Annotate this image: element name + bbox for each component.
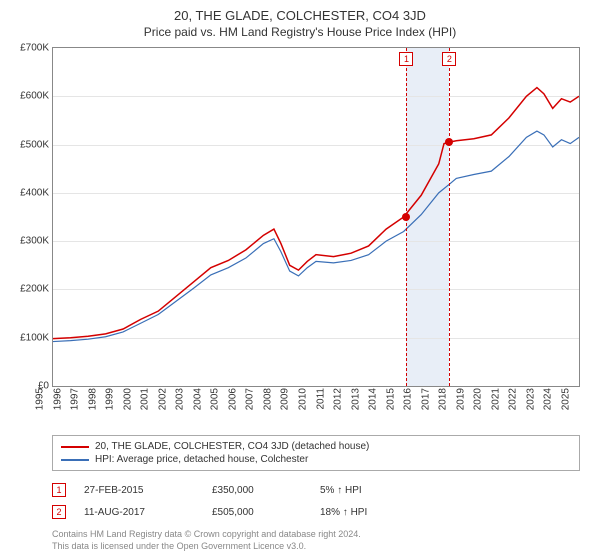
x-tick-label: 1998 [87,388,98,410]
plot-area: £0£100K£200K£300K£400K£500K£600K£700K 12 [52,47,580,387]
chart-container: 20, THE GLADE, COLCHESTER, CO4 3JD Price… [0,0,600,560]
sale-diff: 5% ↑ HPI [320,485,420,496]
attribution: Contains HM Land Registry data © Crown c… [52,529,580,552]
x-tick-label: 2024 [543,388,554,410]
x-tick-label: 2022 [508,388,519,410]
y-tick-label: £700K [20,43,49,54]
attribution-line: Contains HM Land Registry data © Crown c… [52,529,580,541]
sale-events: 1 27-FEB-2015 £350,000 5% ↑ HPI 2 11-AUG… [52,479,580,523]
series-hpi [53,131,579,342]
marker-badge: 1 [399,52,413,66]
legend: 20, THE GLADE, COLCHESTER, CO4 3JD (deta… [52,435,580,471]
shade-band [406,48,449,386]
legend-label: HPI: Average price, detached house, Colc… [95,454,308,465]
x-tick-label: 2012 [333,388,344,410]
sale-date: 27-FEB-2015 [84,485,194,496]
y-tick-label: £200K [20,284,49,295]
sale-date: 11-AUG-2017 [84,507,194,518]
sale-marker-badge: 1 [52,483,66,497]
attribution-line: This data is licensed under the Open Gov… [52,541,580,553]
x-tick-label: 2002 [157,388,168,410]
y-tick-label: £500K [20,139,49,150]
x-tick-label: 2005 [210,388,221,410]
x-tick-label: 2021 [490,388,501,410]
y-tick-label: £400K [20,187,49,198]
legend-label: 20, THE GLADE, COLCHESTER, CO4 3JD (deta… [95,441,369,452]
x-tick-label: 2016 [403,388,414,410]
x-tick-label: 1995 [35,388,46,410]
x-tick-label: 2019 [455,388,466,410]
sale-price: £350,000 [212,485,302,496]
y-tick-label: £600K [20,91,49,102]
x-tick-label: 2020 [473,388,484,410]
x-tick-label: 2003 [175,388,186,410]
chart-subtitle: Price paid vs. HM Land Registry's House … [12,25,588,39]
x-tick-label: 1997 [70,388,81,410]
x-tick-label: 1999 [105,388,116,410]
x-tick-label: 2018 [438,388,449,410]
sale-price: £505,000 [212,507,302,518]
x-tick-label: 2008 [262,388,273,410]
sale-marker-badge: 2 [52,505,66,519]
series-price_paid [53,88,579,339]
marker-vline [449,48,450,386]
y-tick-label: £100K [20,332,49,343]
x-tick-label: 2000 [122,388,133,410]
legend-swatch [61,446,89,448]
x-tick-label: 2001 [140,388,151,410]
x-tick-label: 2017 [420,388,431,410]
x-tick-label: 1996 [52,388,63,410]
x-tick-label: 2023 [525,388,536,410]
x-tick-label: 2006 [227,388,238,410]
marker-badge: 2 [442,52,456,66]
sale-row: 2 11-AUG-2017 £505,000 18% ↑ HPI [52,501,580,523]
x-tick-label: 2013 [350,388,361,410]
legend-item: HPI: Average price, detached house, Colc… [61,453,571,466]
x-tick-label: 2014 [368,388,379,410]
legend-item: 20, THE GLADE, COLCHESTER, CO4 3JD (deta… [61,440,571,453]
marker-dot [402,213,410,221]
x-tick-label: 2007 [245,388,256,410]
x-tick-label: 2010 [298,388,309,410]
y-axis: £0£100K£200K£300K£400K£500K£600K£700K [13,48,51,386]
x-tick-label: 2025 [561,388,572,410]
x-tick-label: 2004 [192,388,203,410]
title-block: 20, THE GLADE, COLCHESTER, CO4 3JD Price… [12,8,588,39]
x-tick-label: 2011 [315,388,326,410]
chart-title: 20, THE GLADE, COLCHESTER, CO4 3JD [12,8,588,23]
legend-swatch [61,459,89,461]
sale-row: 1 27-FEB-2015 £350,000 5% ↑ HPI [52,479,580,501]
x-tick-label: 2015 [385,388,396,410]
marker-dot [445,138,453,146]
x-axis: 1995199619971998199920002001200220032004… [40,388,592,428]
x-tick-label: 2009 [280,388,291,410]
y-tick-label: £300K [20,236,49,247]
sale-diff: 18% ↑ HPI [320,507,420,518]
